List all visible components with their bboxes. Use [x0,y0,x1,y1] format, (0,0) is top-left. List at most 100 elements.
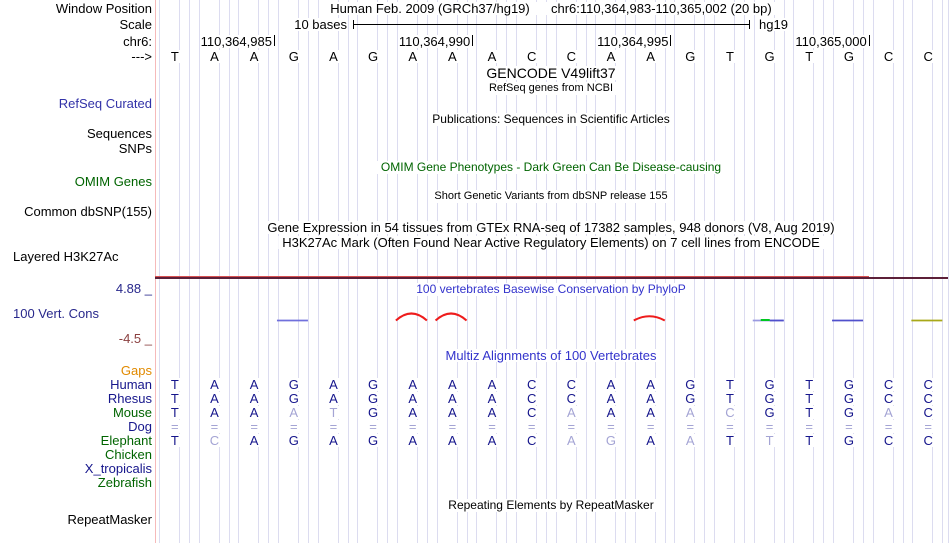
alignment-base: G [762,405,777,420]
alignment-base: T [803,377,816,392]
layered-h3k27ac-label[interactable]: Layered H3K27Ac [13,249,119,264]
alignment-base: T [723,377,736,392]
alignment-base: A [644,405,657,420]
multiz-species-label[interactable]: Mouse [112,405,152,420]
alignment-base: A [882,405,895,420]
gridline [734,0,736,543]
alignment-base: = [644,419,657,434]
alignment-base: T [803,433,816,448]
repeatmasker-label[interactable]: RepeatMasker [67,512,152,527]
alignment-base: G [366,433,381,448]
gridline [892,0,894,543]
alignment-base: A [644,391,657,406]
position-tick [273,35,275,46]
alignment-base: A [485,405,499,420]
sequence-base: G [841,49,856,64]
h3k27ac-track-title[interactable]: H3K27Ac Mark (Often Found Near Active Re… [278,236,824,249]
alignment-base: A [604,405,618,420]
strand-arrow-label: ---> [131,49,152,64]
gridline [436,0,438,543]
dbsnp-track-title[interactable]: Short Genetic Variants from dbSNP releas… [430,190,672,203]
sequence-base: T [803,49,816,64]
alignment-base: A [446,405,459,420]
alignment-base: A [485,391,499,406]
multiz-species-label[interactable]: X_tropicalis [84,461,152,476]
multiz-species-label[interactable]: Zebrafish [97,475,152,490]
refseq-track-subtitle[interactable]: RefSeq genes from NCBI [484,82,618,95]
sequence-base: C [881,49,896,64]
omim-genes-label[interactable]: OMIM Genes [74,174,152,189]
gridline [268,0,270,543]
sequence-base: C [564,49,579,64]
alignment-base: C [921,391,935,406]
assembly-title: Human Feb. 2009 (GRCh37/hg19) [330,1,530,16]
publications-track-title[interactable]: Publications: Sequences in Scientific Ar… [428,113,674,126]
alignment-base: C [921,433,935,448]
sequence-base: A [208,49,221,64]
chrom-label: chr6: [123,34,152,49]
scale-bar [353,24,750,25]
multiz-species-label[interactable]: Chicken [105,447,152,462]
alignment-base: C [524,377,539,392]
gencode-track-title[interactable]: GENCODE V49lift37 [482,66,620,80]
sequence-base: T [723,49,736,64]
phylop-axis-min: -4.5 _ [118,331,152,346]
alignment-base: A [327,391,340,406]
position-tick [472,35,474,46]
alignment-base: T [168,405,181,420]
scale-value: 10 bases [293,17,348,32]
gridline [317,0,319,543]
sequences-label[interactable]: Sequences [86,126,152,141]
gridline [823,0,825,543]
track-left-edge-line [155,0,156,543]
sequence-base: C [921,49,935,64]
gridline [664,0,666,543]
gridline [674,0,676,543]
vert-cons-label[interactable]: 100 Vert. Cons [13,306,99,321]
gridline [347,0,349,543]
alignment-base: C [881,433,896,448]
repeatmasker-track-title[interactable]: Repeating Elements by RepeatMasker [444,499,658,512]
sequence-base: G [286,49,301,64]
gridline [704,0,706,543]
gridline [615,0,617,543]
multiz-species-label[interactable]: Elephant [100,433,152,448]
alignment-base: C [564,391,579,406]
alignment-base: A [604,377,618,392]
assembly-short-label: hg19 [758,17,789,32]
alignment-base: A [485,377,499,392]
alignment-base: A [247,391,261,406]
refseq-curated-label[interactable]: RefSeq Curated [58,96,152,111]
gridline [744,0,746,543]
multiz-species-label[interactable]: Dog [128,419,152,434]
gridline [853,0,855,543]
gtex-track-title[interactable]: Gene Expression in 54 tissues from GTEx … [263,221,839,234]
multiz-species-label[interactable]: Gaps [120,363,152,378]
alignment-base: T [168,391,181,406]
alignment-base: C [564,377,579,392]
gridline [396,0,398,543]
gridline [377,0,379,543]
scale-bar-left-tick [353,20,354,29]
multiz-species-label[interactable]: Human [110,377,152,392]
sequence-base: T [168,49,181,64]
multiz-species-label[interactable]: Rhesus [107,391,152,406]
gridline [585,0,587,543]
phylop-track-title[interactable]: 100 vertebrates Basewise Conservation by… [412,283,690,296]
common-dbsnp-label[interactable]: Common dbSNP(155) [24,204,152,219]
omim-track-title[interactable]: OMIM Gene Phenotypes - Dark Green Can Be… [376,161,726,174]
alignment-base: G [841,377,856,392]
alignment-base: A [446,391,459,406]
alignment-base: C [921,405,935,420]
alignment-base: A [564,433,578,448]
alignment-base: G [683,391,698,406]
multiz-track-title[interactable]: Multiz Alignments of 100 Vertebrates [441,349,661,362]
gridline [258,0,260,543]
gridline [813,0,815,543]
sequence-base: A [485,49,499,64]
snps-label[interactable]: SNPs [118,141,152,156]
alignment-base: = [525,419,538,434]
alignment-base: = [208,419,221,434]
alignment-base: A [446,433,459,448]
